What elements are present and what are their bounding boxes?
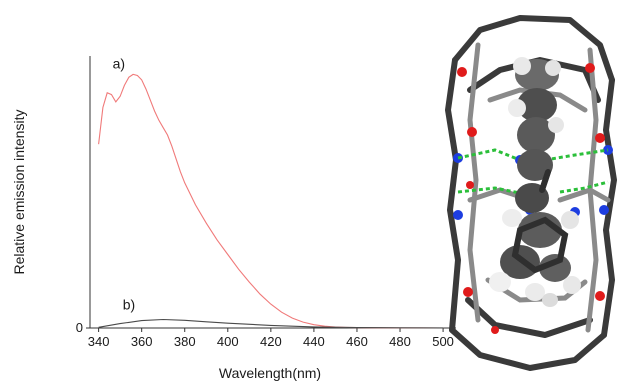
x-axis-title: Wavelength(nm) [219,365,321,381]
x-tick-label: 440 [303,334,325,349]
y-tick-label-base: 0 [76,320,83,335]
series-line-b [98,318,444,329]
y-tick-label: 0 [76,320,83,335]
y-ticks: 01x1072x1073x1074x1075x1076x1077x107 [76,320,90,335]
cage-complex-molecular-structure-icon [445,15,617,371]
x-tick-label: 420 [260,334,282,349]
x-tick-label: 400 [217,334,239,349]
series-layer: a) b) [98,55,444,329]
plot-area: 340 360 380 400 420 440 460 480 500 01x1072x1073… [76,55,456,349]
x-ticks: 340 360 380 400 420 440 460 480 500 [88,328,454,349]
x-tick-label: 460 [346,334,368,349]
series-label-b: b) [123,297,135,313]
x-tick-label: 340 [88,334,110,349]
x-tick-label: 480 [389,334,411,349]
x-tick-label: 500 [432,334,454,349]
x-tick-label: 360 [131,334,153,349]
x-tick-label: 380 [174,334,196,349]
series-line-a [98,73,444,329]
y-axis-title: Relative emission intensity [11,110,27,275]
series-label-a: a) [113,55,125,71]
